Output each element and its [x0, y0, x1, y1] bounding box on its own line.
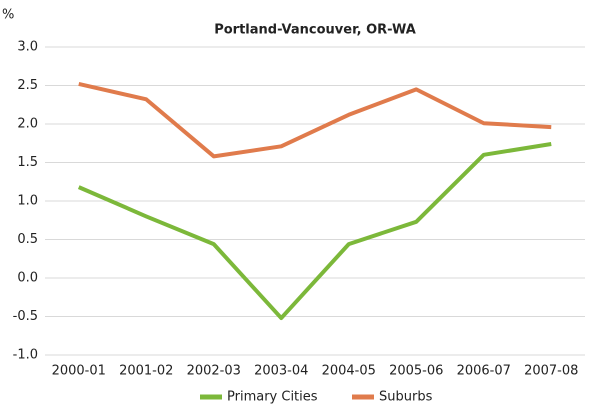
legend-label: Suburbs [379, 390, 433, 405]
x-tick-label: 2005-06 [389, 364, 443, 379]
chart-title: Portland-Vancouver, OR-WA [214, 23, 416, 38]
x-tick-label: 2002-03 [187, 364, 241, 379]
x-tick-label: 2007-08 [524, 364, 578, 379]
y-tick-label: 0.5 [17, 232, 38, 247]
x-tick-label: 2000-01 [52, 364, 106, 379]
y-tick-label: 2.0 [17, 117, 38, 132]
x-tick-label: 2001-02 [119, 364, 173, 379]
y-tick-label: 0.0 [17, 271, 38, 286]
series-line [77, 142, 552, 321]
x-tick-label: 2004-05 [322, 364, 376, 379]
y-tick-label: 1.0 [17, 194, 38, 209]
y-axis-label: % [2, 8, 14, 23]
y-tick-label: 2.5 [17, 78, 38, 93]
x-tick-label: 2006-07 [457, 364, 511, 379]
y-tick-label: -0.5 [13, 309, 38, 324]
x-tick-label: 2003-04 [254, 364, 308, 379]
legend-label: Primary Cities [227, 390, 318, 405]
y-tick-label: 1.5 [17, 155, 38, 170]
y-tick-label: 3.0 [17, 40, 38, 55]
series-line [78, 82, 552, 159]
y-tick-label: -1.0 [13, 348, 38, 363]
